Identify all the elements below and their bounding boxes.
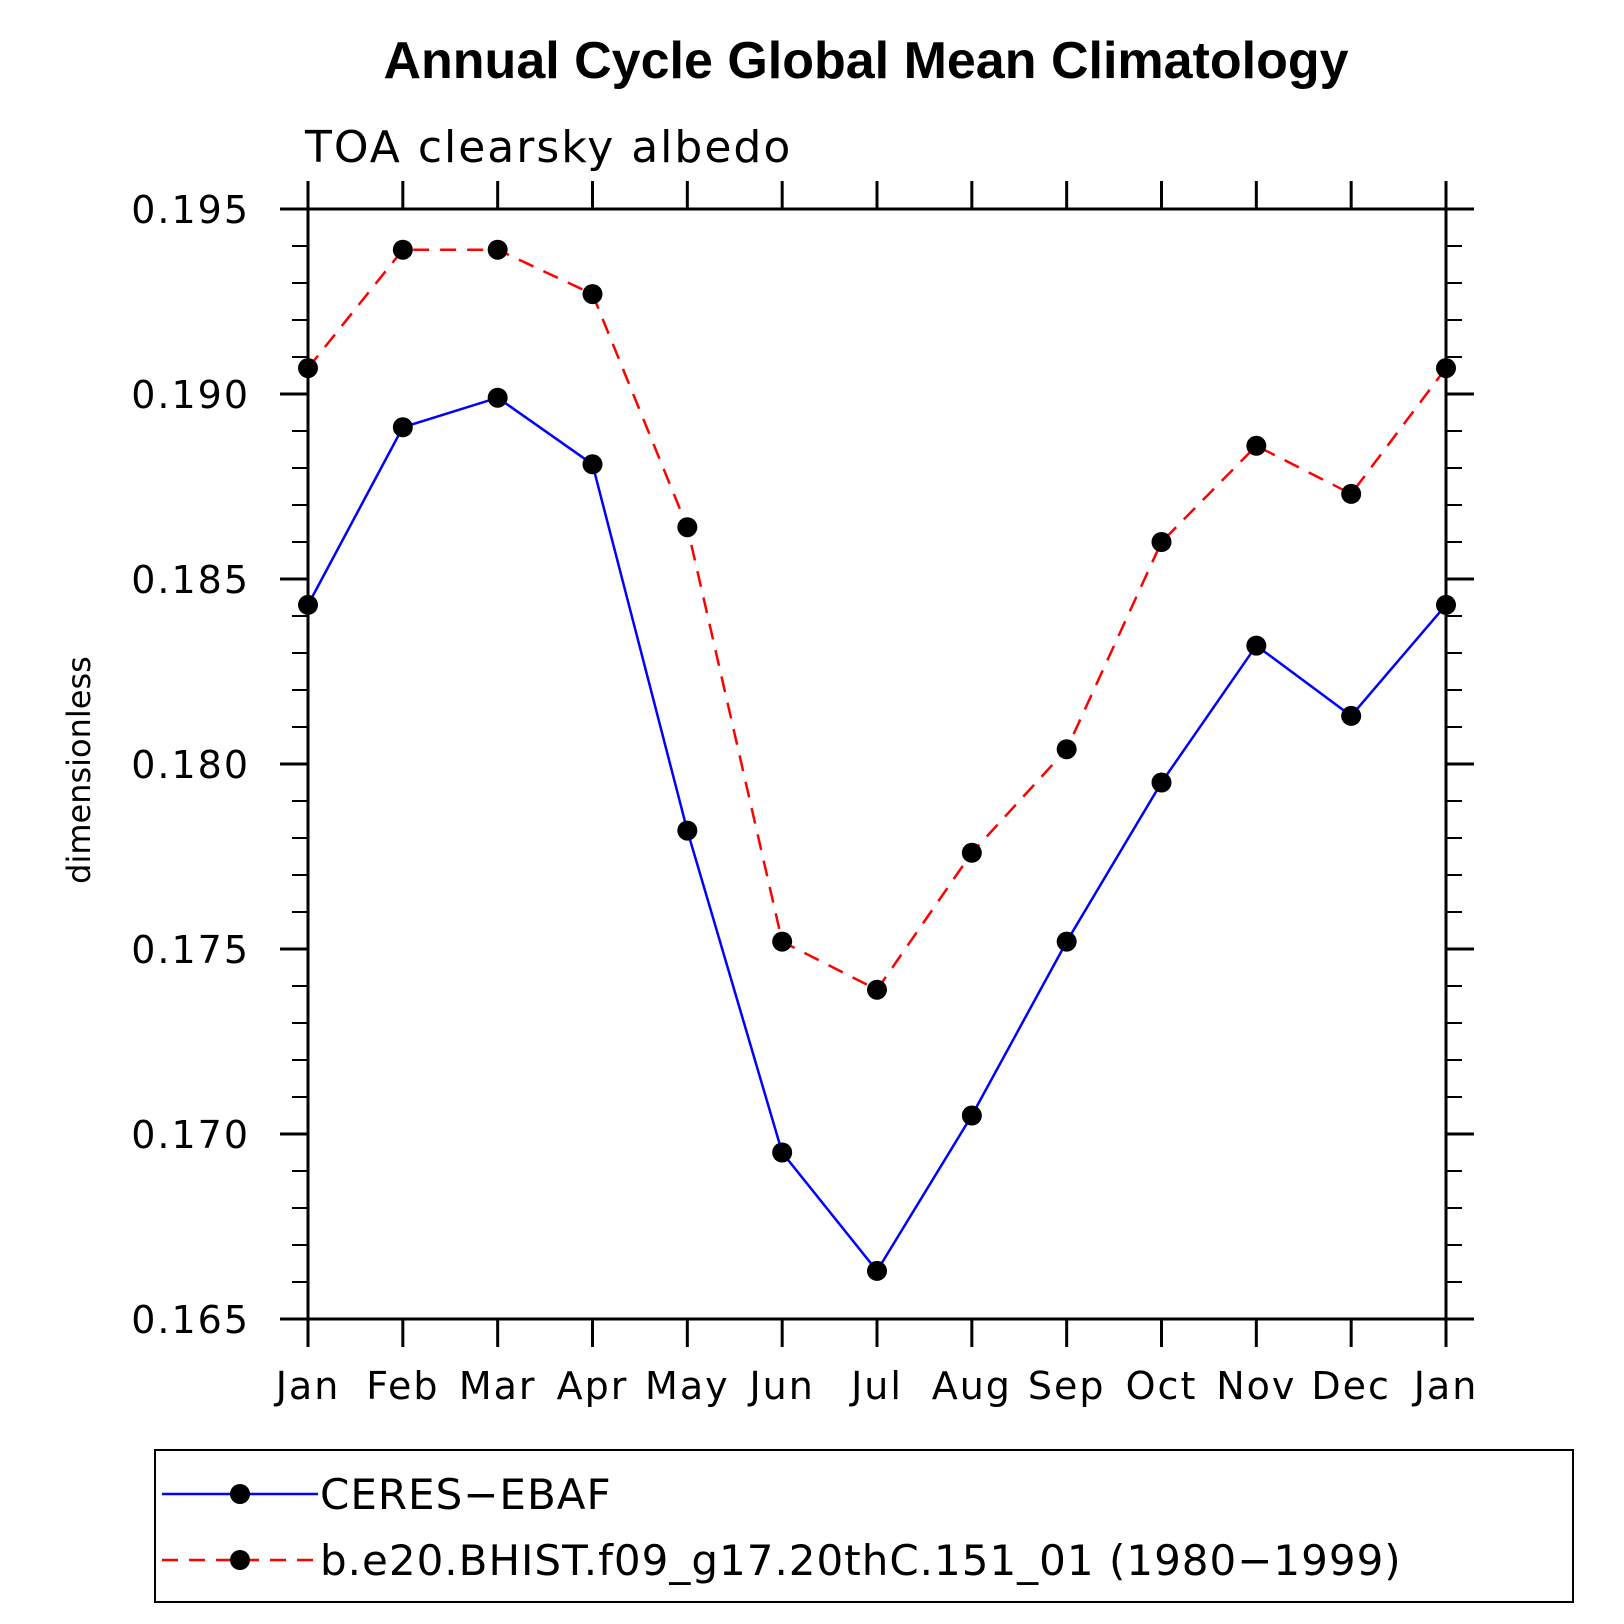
data-point [298,358,318,379]
y-tick-label: 0.195 [131,188,250,232]
data-point [1436,358,1456,379]
data-point [487,387,508,408]
data-point [487,239,508,260]
x-tick-label: Jun [747,1364,814,1408]
y-tick-label: 0.165 [131,1298,250,1342]
x-tick-label: Jul [849,1364,903,1408]
data-point [867,1260,887,1281]
y-tick-label: 0.190 [131,373,250,417]
legend-item: b.e20.BHIST.f09_g17.20thC.151_01 (1980−1… [162,1536,1402,1585]
data-point [867,979,887,1000]
axes: Jan Feb Mar Apr May Jun Jul Aug Sep Oct Nov Dec Jan 0… [131,181,1479,1408]
y-tick-label: 0.170 [131,1113,250,1157]
data-point [677,517,698,538]
data-point [1436,594,1456,615]
data-point [392,239,413,260]
x-tick-label: Dec [1311,1364,1391,1408]
x-tick-label: Jan [274,1364,341,1408]
data-point [772,931,793,952]
data-point [582,284,603,305]
plot-frame [306,207,1448,1321]
legend-marker [230,1550,250,1570]
data-point [392,417,413,438]
data-point [1246,435,1267,456]
y-tick-label: 0.180 [131,743,250,787]
x-tick-label: Apr [557,1364,629,1408]
series-line [307,248,1447,992]
data-point [1246,635,1267,656]
data-point [1341,483,1362,504]
y-axis-label: dimensionless [60,656,98,884]
data-point [582,454,603,475]
x-tick-label: Oct [1126,1364,1198,1408]
y-tick-label: 0.175 [131,928,250,972]
legend: CERES−EBAF b.e20.BHIST.f09_g17.20thC.151_… [154,1449,1574,1603]
data-point [1341,705,1362,726]
legend-item: CERES−EBAF [162,1470,612,1519]
y-tick-label: 0.185 [131,558,250,602]
x-tick-label: Sep [1028,1364,1106,1408]
data-point [1151,532,1172,552]
x-tick-label: Feb [366,1364,439,1408]
plot-series [298,239,1456,1281]
legend-marker [230,1484,250,1504]
data-point [961,842,982,863]
data-point [1056,931,1077,952]
x-tick-label: May [645,1364,730,1408]
series-1 [298,239,1456,1000]
data-point [677,820,698,841]
legend-label: b.e20.BHIST.f09_g17.20thC.151_01 (1980−1… [320,1536,1402,1585]
chart-subtitle: TOA clearsky albedo [304,122,792,173]
legend-box [154,1449,1574,1603]
legend-label: CERES−EBAF [320,1470,612,1519]
x-tick-label: Nov [1216,1364,1296,1408]
series-line [306,396,1447,1274]
data-point [1056,739,1077,760]
chart-title: Annual Cycle Global Mean Climatology [383,32,1348,90]
legend-items: CERES−EBAF b.e20.BHIST.f09_g17.20thC.151_… [162,1470,1402,1585]
data-point [961,1105,982,1126]
x-tick-label: Mar [459,1364,537,1408]
data-point [1151,772,1172,793]
data-point [772,1142,793,1163]
x-tick-label: Aug [932,1364,1012,1408]
data-point [298,594,318,615]
series-0 [298,387,1456,1281]
x-tick-label: Jan [1412,1364,1479,1408]
